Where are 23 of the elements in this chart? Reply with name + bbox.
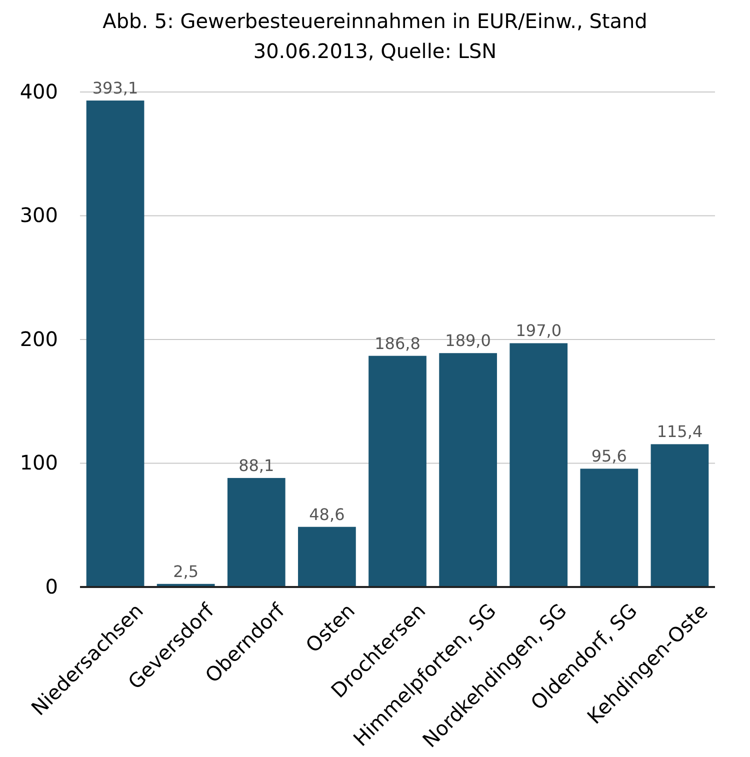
data-label: 393,1 [92,78,138,98]
chart-title: Abb. 5: Gewerbesteuereinnahmen in EUR/Einw., Stand 30.06.2013, Quelle: LSN [102,9,648,63]
data-label: 48,6 [309,504,345,524]
data-label: 2,5 [173,562,199,581]
bar [439,353,497,587]
bar [227,478,286,587]
bar [298,526,356,587]
y-tick-label: 300 [20,203,58,228]
y-tick-label: 100 [20,450,58,475]
y-tick-label: 400 [20,79,58,104]
data-label: 88,1 [238,456,274,475]
bar [368,356,426,587]
data-label: 197,0 [516,321,562,340]
bar [86,100,144,587]
bar [580,468,638,587]
y-tick-label: 0 [45,574,58,598]
data-label: 95,6 [591,446,627,466]
bar [650,444,709,587]
data-label: 186,8 [374,334,420,353]
bar [510,343,568,587]
data-label: 189,0 [445,331,491,350]
y-tick-label: 200 [20,326,58,351]
data-label: 115,4 [656,422,703,442]
